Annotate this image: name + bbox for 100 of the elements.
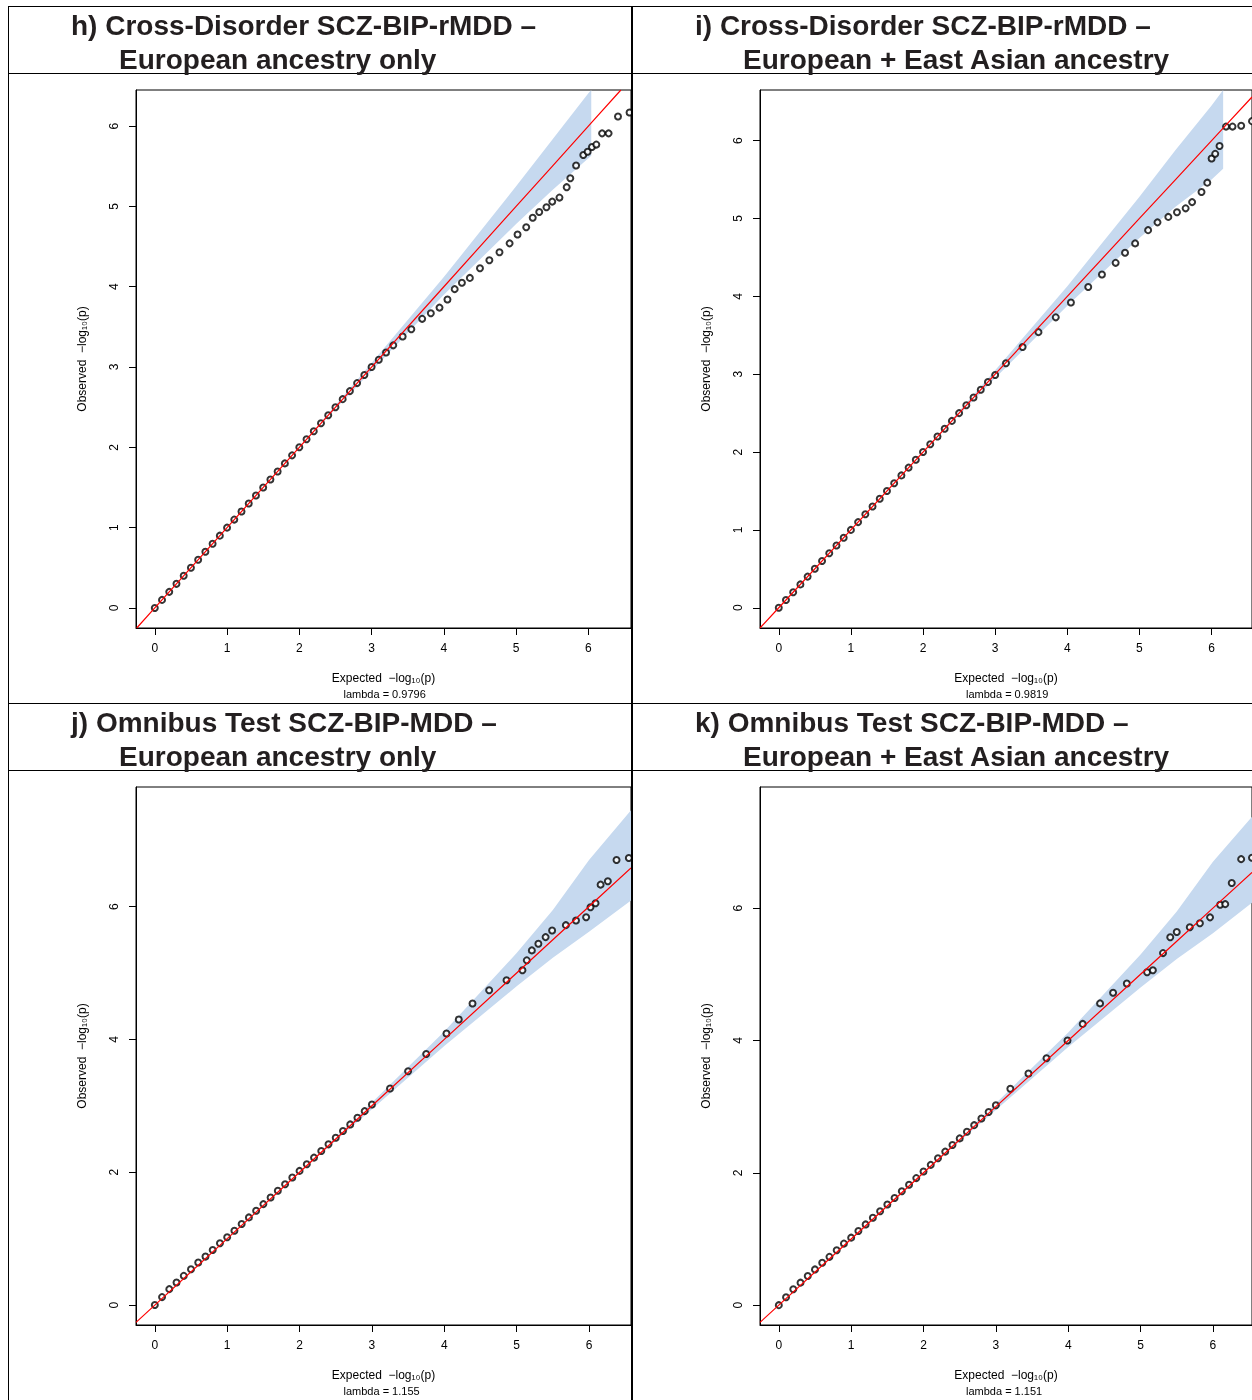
x-axis-title: Expected −log₁₀(p) bbox=[331, 1368, 436, 1382]
point bbox=[1227, 878, 1236, 887]
y-tick-label: 4 bbox=[107, 1035, 121, 1043]
point bbox=[548, 926, 557, 935]
y-tick-label: 0 bbox=[107, 1301, 121, 1309]
point bbox=[1144, 226, 1153, 235]
point bbox=[485, 986, 494, 995]
x-tick-label: 2 bbox=[919, 641, 927, 655]
point bbox=[1034, 328, 1043, 337]
y-tick-label: 5 bbox=[107, 202, 121, 210]
point bbox=[612, 856, 621, 865]
point bbox=[1084, 282, 1093, 291]
text: lambda = 1.155 bbox=[343, 1384, 420, 1397]
y-axis-title: Observed −log₁₀(p) bbox=[75, 306, 89, 412]
x-tick-label: 2 bbox=[296, 1338, 304, 1352]
point bbox=[1111, 258, 1120, 267]
y-tick-label: 4 bbox=[731, 1036, 745, 1044]
x-tick-label: 5 bbox=[513, 1338, 521, 1352]
x-axis-title: Expected −log₁₀(p) bbox=[954, 1368, 1058, 1382]
text: lambda = 1.151 bbox=[966, 1384, 1043, 1397]
x-tick-label: 6 bbox=[585, 1338, 593, 1352]
x-axis-title: Expected −log₁₀(p) bbox=[954, 671, 1058, 685]
point bbox=[1109, 988, 1118, 997]
x-tick-label: 0 bbox=[151, 1338, 159, 1352]
point bbox=[1228, 122, 1237, 131]
point bbox=[1221, 900, 1230, 909]
y-tick-label: 3 bbox=[731, 370, 745, 378]
point bbox=[1166, 933, 1175, 942]
x-tick-label: 1 bbox=[223, 1338, 231, 1352]
point bbox=[1164, 212, 1173, 221]
x-tick-label: 4 bbox=[1063, 641, 1071, 655]
text: lambda = 0.9796 bbox=[343, 687, 426, 700]
y-tick-label: 2 bbox=[731, 448, 745, 456]
chart-title: k) Omnibus Test SCZ-BIP-MDD – European + East Asian ancestry bbox=[695, 706, 1171, 774]
x-tick-label: 2 bbox=[920, 1338, 928, 1352]
point bbox=[1066, 298, 1075, 307]
point bbox=[1197, 188, 1206, 196]
x-tick-label: 6 bbox=[1208, 641, 1216, 655]
x-tick-label: 3 bbox=[992, 1338, 1000, 1352]
point bbox=[1096, 999, 1105, 1008]
point bbox=[1121, 248, 1130, 257]
point bbox=[527, 946, 536, 955]
chart-title: i) Cross-Disorder SCZ-BIP-rMDD – European + East Asian ancestry bbox=[695, 9, 1171, 77]
x-tick-label: 5 bbox=[512, 641, 520, 655]
point bbox=[1153, 218, 1162, 227]
point bbox=[624, 854, 631, 863]
x-tick-label: 5 bbox=[1136, 641, 1144, 655]
point bbox=[1148, 966, 1157, 975]
y-tick-label: 4 bbox=[731, 292, 745, 300]
x-tick-label: 0 bbox=[151, 641, 159, 655]
y-tick-label: 6 bbox=[731, 904, 745, 912]
point bbox=[1211, 149, 1220, 158]
point bbox=[1051, 313, 1060, 322]
text: lambda = 0.9819 bbox=[966, 687, 1049, 700]
point bbox=[534, 939, 543, 948]
y-tick-label: 1 bbox=[107, 523, 121, 531]
point bbox=[1215, 142, 1224, 151]
y-axis-title: Observed −log₁₀(p) bbox=[75, 1003, 89, 1109]
y-tick-label: 6 bbox=[107, 122, 121, 130]
point bbox=[454, 1015, 463, 1024]
x-tick-label: 1 bbox=[847, 641, 855, 655]
x-tick-label: 5 bbox=[1137, 1338, 1145, 1352]
x-tick-label: 1 bbox=[223, 641, 231, 655]
y-tick-label: 3 bbox=[107, 363, 121, 371]
x-tick-label: 4 bbox=[1064, 1338, 1072, 1352]
x-tick-label: 6 bbox=[1209, 1338, 1217, 1352]
point bbox=[1006, 1084, 1015, 1093]
point bbox=[541, 933, 550, 942]
y-tick-label: 0 bbox=[731, 1301, 745, 1309]
y-tick-label: 2 bbox=[731, 1169, 745, 1177]
x-tick-label: 3 bbox=[991, 641, 999, 655]
chart-title: h) Cross-Disorder SCZ-BIP-rMDD – European ancestry only bbox=[71, 9, 538, 77]
x-tick-label: 2 bbox=[295, 641, 303, 655]
x-tick-label: 3 bbox=[368, 641, 376, 655]
x-tick-label: 4 bbox=[440, 641, 448, 655]
x-tick-label: 6 bbox=[585, 641, 593, 655]
y-tick-label: 2 bbox=[107, 443, 121, 451]
y-tick-label: 4 bbox=[107, 283, 121, 291]
y-axis-title: Observed −log₁₀(p) bbox=[699, 1003, 713, 1109]
x-tick-label: 3 bbox=[368, 1338, 376, 1352]
y-tick-label: 6 bbox=[107, 902, 121, 910]
y-tick-label: 0 bbox=[731, 604, 745, 612]
point bbox=[603, 877, 612, 886]
y-tick-label: 5 bbox=[731, 214, 745, 222]
x-tick-label: 0 bbox=[775, 641, 783, 655]
y-tick-label: 0 bbox=[107, 604, 121, 612]
point bbox=[1203, 178, 1212, 187]
chart-title: j) Omnibus Test SCZ-BIP-MDD – European ancestry only bbox=[71, 706, 498, 774]
y-tick-label: 6 bbox=[731, 136, 745, 144]
point bbox=[582, 913, 591, 922]
point bbox=[1206, 913, 1215, 922]
x-tick-label: 0 bbox=[775, 1338, 783, 1352]
point bbox=[468, 999, 477, 1008]
x-tick-label: 4 bbox=[440, 1338, 448, 1352]
point bbox=[1181, 204, 1190, 213]
point bbox=[1237, 121, 1246, 130]
y-tick-label: 2 bbox=[107, 1168, 121, 1176]
x-tick-label: 1 bbox=[847, 1338, 855, 1352]
point bbox=[1237, 855, 1246, 864]
point bbox=[1172, 208, 1181, 217]
